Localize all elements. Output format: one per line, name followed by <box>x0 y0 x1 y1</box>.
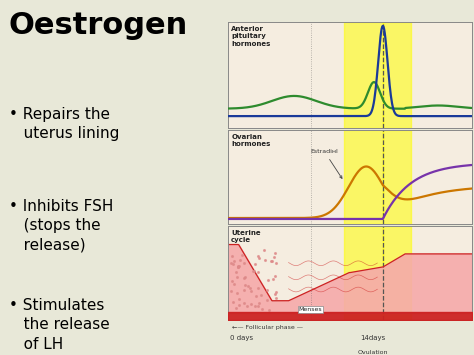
Point <box>240 260 248 266</box>
Point <box>255 303 262 308</box>
Point <box>241 282 248 288</box>
Point <box>271 273 279 279</box>
Point <box>255 269 262 274</box>
Point <box>228 253 236 258</box>
Text: Menses: Menses <box>299 307 322 312</box>
Point <box>235 302 242 308</box>
Bar <box>344 226 383 320</box>
Point <box>269 276 277 282</box>
Point <box>233 269 240 275</box>
Point <box>250 268 257 274</box>
Point <box>233 290 241 296</box>
Text: Ovulation: Ovulation <box>357 350 388 355</box>
Text: Oestrogen: Oestrogen <box>9 11 188 40</box>
Point <box>265 307 273 313</box>
Point <box>234 264 242 269</box>
Text: Anterior
pituitary
hormones: Anterior pituitary hormones <box>231 26 271 47</box>
Point <box>257 292 265 298</box>
Bar <box>383 226 410 320</box>
Point <box>244 304 251 309</box>
Point <box>272 290 280 295</box>
Point <box>267 258 275 264</box>
Point <box>271 251 278 256</box>
Point <box>228 288 235 294</box>
Point <box>272 295 280 301</box>
Point <box>247 301 255 306</box>
Text: 0 days: 0 days <box>230 335 253 342</box>
Point <box>250 268 258 274</box>
Point <box>227 260 235 266</box>
Point <box>252 293 260 299</box>
Point <box>240 275 248 281</box>
Point <box>255 300 263 306</box>
Point <box>233 274 241 280</box>
Text: ←— Follicular phasе —: ←— Follicular phasе — <box>232 325 303 330</box>
Text: • Inhibits FSH
   (stops the
   release): • Inhibits FSH (stops the release) <box>9 199 113 252</box>
Point <box>236 263 243 268</box>
Point <box>235 296 243 302</box>
Point <box>240 287 247 293</box>
Point <box>254 253 262 259</box>
Point <box>232 305 239 311</box>
Bar <box>383 130 410 224</box>
Text: Ovarian
hormones: Ovarian hormones <box>231 134 271 147</box>
Point <box>260 247 267 253</box>
Text: • Stimulates
   the release
   of LH: • Stimulates the release of LH <box>9 298 109 351</box>
Point <box>248 288 255 294</box>
Point <box>259 306 266 311</box>
Point <box>229 261 237 267</box>
Point <box>244 284 251 289</box>
Point <box>231 281 238 287</box>
Point <box>238 252 246 258</box>
Point <box>270 254 277 260</box>
Point <box>251 303 259 308</box>
Point <box>229 299 237 304</box>
Bar <box>344 22 383 128</box>
Point <box>263 297 271 303</box>
Bar <box>383 22 410 128</box>
Point <box>235 263 242 269</box>
Point <box>269 258 276 264</box>
Point <box>264 288 271 293</box>
Point <box>272 260 280 266</box>
Text: Estradiнl: Estradiнl <box>311 149 342 178</box>
Point <box>271 291 279 296</box>
Text: Uterine
cycle: Uterine cycle <box>231 230 261 243</box>
Point <box>228 279 236 284</box>
Point <box>235 264 242 270</box>
Point <box>240 300 247 306</box>
Bar <box>344 130 383 224</box>
Point <box>261 257 268 262</box>
Point <box>246 285 254 291</box>
Point <box>255 285 262 291</box>
Text: • Repairs the
   uterus lining: • Repairs the uterus lining <box>9 106 119 141</box>
Point <box>241 274 249 280</box>
Point <box>251 261 258 267</box>
Text: 14days: 14days <box>360 335 385 342</box>
Point <box>255 255 263 260</box>
Point <box>230 258 238 264</box>
Point <box>236 258 244 263</box>
Point <box>264 277 272 283</box>
